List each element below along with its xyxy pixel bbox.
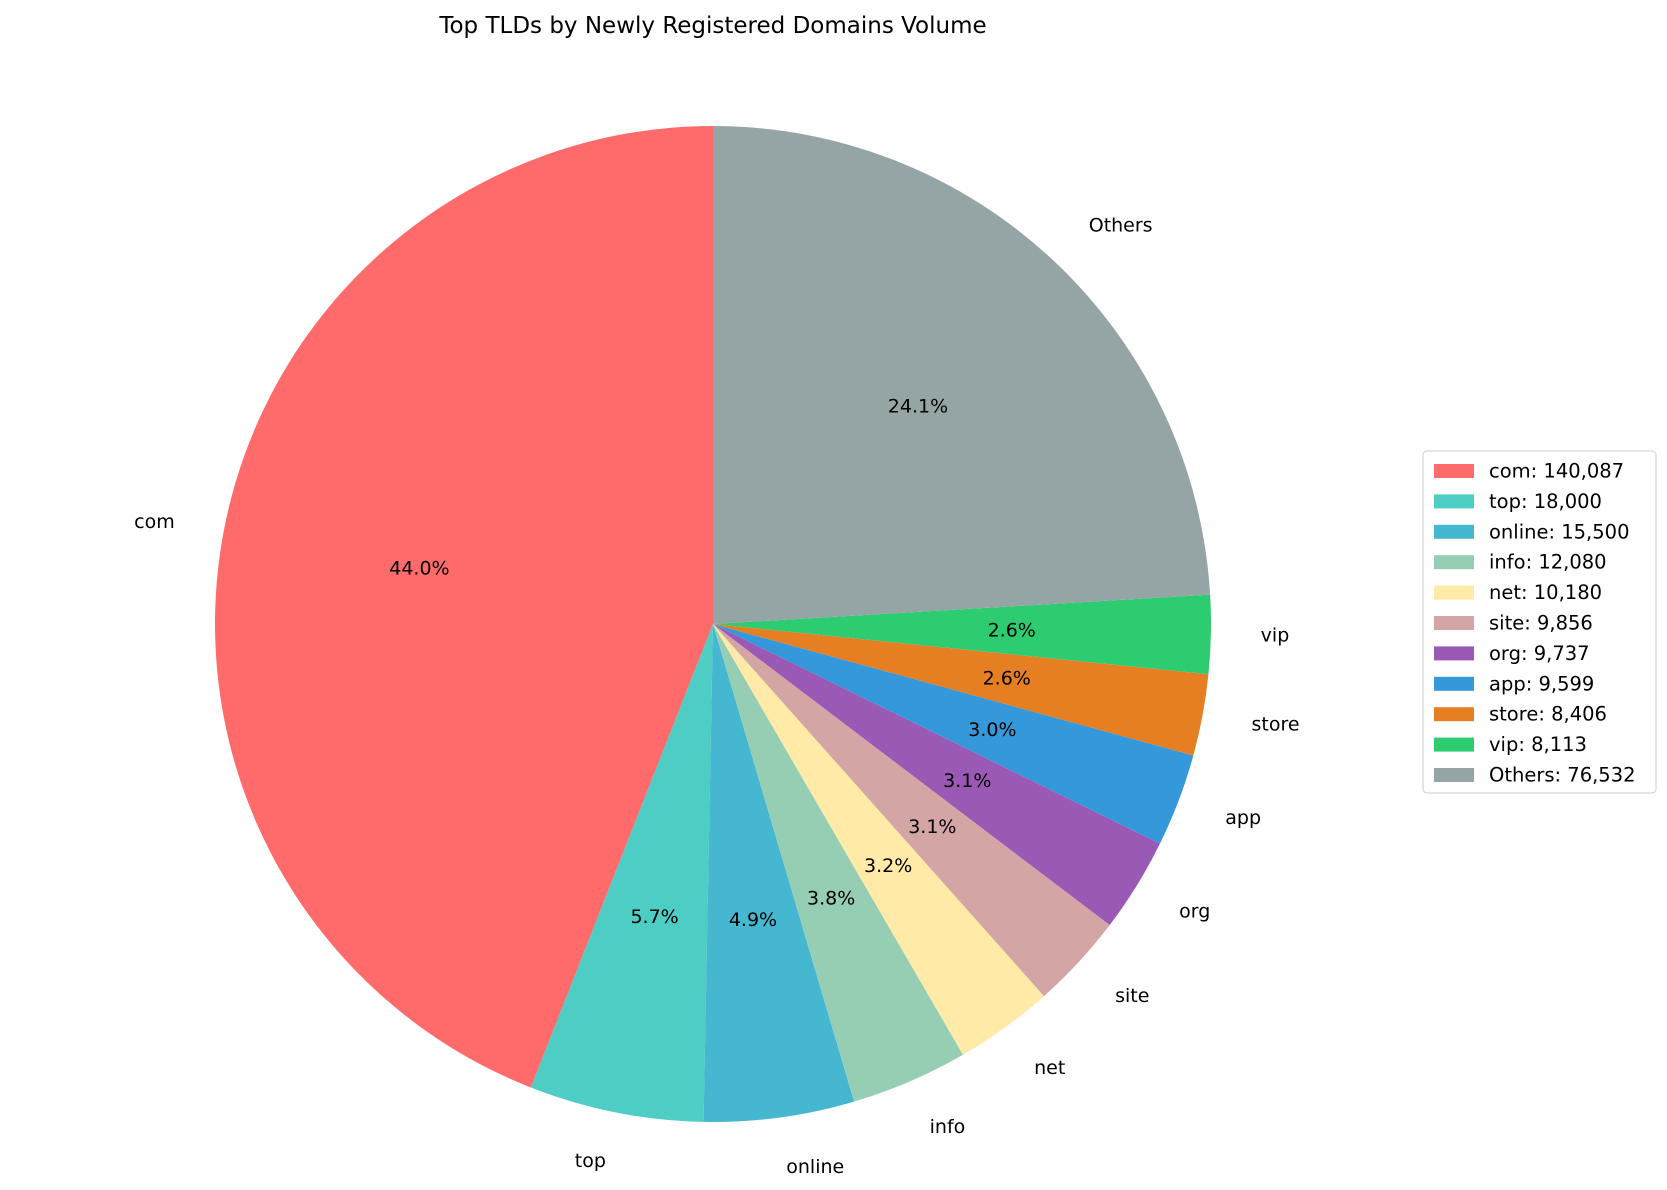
slice-label-org: org [1179, 901, 1210, 923]
legend-swatch-app [1434, 676, 1474, 691]
legend-label-top: top: 18,000 [1489, 490, 1602, 513]
slice-percent-app: 3.0% [968, 719, 1016, 741]
slice-percent-labels: 44.0% 5.7% 4.9% 3.8% 3.2% 3.1% 3.1% 3.0% 2.6% 2.6… [389, 396, 1036, 932]
slice-percent-online: 4.9% [729, 909, 777, 931]
legend-label-info: info: 12,080 [1489, 551, 1607, 574]
legend-swatch-site [1434, 616, 1474, 630]
slice-percent-info: 3.8% [807, 887, 855, 909]
slice-label-site: site [1115, 985, 1149, 1007]
legend-swatch-net [1434, 585, 1474, 600]
slice-label-online: online [786, 1156, 844, 1178]
pie-slice-app [713, 624, 1194, 844]
slice-label-top: top [575, 1150, 606, 1172]
pie-slice-site [713, 624, 1110, 997]
slice-percent-top: 5.7% [630, 906, 678, 928]
legend-swatch-org [1434, 646, 1474, 661]
slice-percent-net: 3.2% [864, 855, 912, 877]
slice-percent-store: 2.6% [983, 668, 1031, 690]
pie-slice-net [713, 624, 1044, 1055]
pie-slice-top [530, 624, 713, 1122]
legend-swatch-com [1434, 464, 1474, 478]
pie-slice-online [703, 624, 855, 1123]
slice-percent-others: 24.1% [888, 396, 948, 418]
slice-label-app: app [1225, 807, 1261, 829]
legend-label-store: store: 8,406 [1489, 703, 1607, 726]
slice-percent-site: 3.1% [908, 816, 956, 838]
slice-percent-org: 3.1% [943, 770, 991, 792]
legend-label-app: app: 9,599 [1489, 672, 1594, 695]
pie-slice-vip [713, 594, 1211, 675]
legend: com: 140,087 top: 18,000 online: 15,500 inf… [1422, 450, 1657, 794]
pie-slice-com [215, 126, 714, 1088]
legend-swatch-vip [1434, 737, 1474, 752]
pie-slice-others [713, 126, 1211, 624]
pie-slices [215, 126, 1211, 1123]
slice-label-store: store [1252, 713, 1300, 735]
legend-label-net: net: 10,180 [1489, 581, 1602, 604]
legend-label-vip: vip: 8,113 [1489, 733, 1587, 756]
legend-label-site: site: 9,856 [1489, 612, 1593, 635]
slice-label-others: Others [1089, 214, 1153, 236]
chart-title: Top TLDs by Newly Registered Domains Vol… [438, 13, 986, 39]
legend-swatch-info [1434, 555, 1474, 570]
legend-frame [1422, 450, 1657, 794]
legend-swatch-top [1434, 494, 1474, 509]
slice-category-labels: com top online info net site org app store vip Oth… [134, 214, 1299, 1178]
pie-slice-info [713, 624, 963, 1102]
slice-label-net: net [1034, 1057, 1065, 1079]
legend-swatch-others [1434, 768, 1474, 782]
legend-label-online: online: 15,500 [1489, 520, 1629, 543]
pie-slice-org [713, 624, 1160, 926]
slice-label-vip: vip [1261, 625, 1290, 647]
legend-label-com: com: 140,087 [1489, 460, 1624, 483]
legend-label-org: org: 9,737 [1489, 642, 1590, 665]
slice-label-com: com [134, 511, 175, 533]
legend-swatch-store [1434, 707, 1474, 722]
slice-percent-com: 44.0% [389, 557, 449, 579]
slice-percent-vip: 2.6% [988, 619, 1036, 641]
legend-label-others: Others: 76,532 [1489, 764, 1636, 787]
legend-swatch-online [1434, 524, 1474, 539]
pie-slice-store [713, 624, 1209, 756]
slice-label-info: info [930, 1116, 966, 1138]
